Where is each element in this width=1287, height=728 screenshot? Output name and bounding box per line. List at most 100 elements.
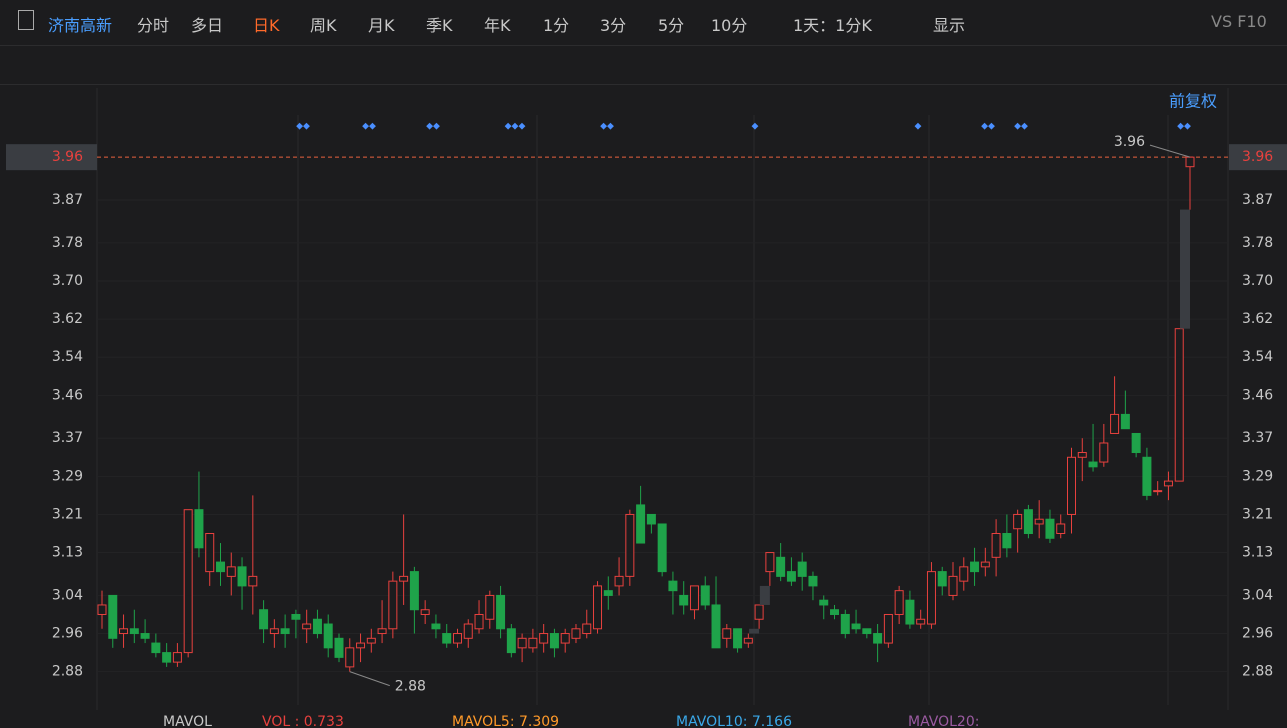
indicator: VOL : 0.733 [262,714,344,728]
y-tick-label: 3.46 [52,387,83,403]
candle-body [894,590,904,615]
candle-body [194,509,204,549]
candle-body [1153,490,1163,493]
y-tick-label-right: 3.70 [1242,273,1273,289]
tab[interactable]: 3分 [600,16,627,35]
candle-body [463,623,473,639]
y-tick-label: 3.29 [52,468,83,484]
y-tick-label: 2.88 [52,664,83,680]
y-tick-label: 3.87 [52,192,83,208]
tab[interactable]: 季K [426,16,453,35]
tab[interactable]: 年K [484,16,511,35]
candle-body [862,628,872,635]
candle-body [172,652,182,663]
period-select[interactable]: 1天：1分K [793,16,872,35]
max-leader [1149,144,1191,158]
y-tick-label: 3.21 [52,506,83,522]
candle-body [948,575,958,596]
y-tick-label: 3.04 [52,587,83,603]
candle-body [1163,480,1173,487]
min-label: 2.88 [395,679,426,695]
candle-body [1120,413,1130,430]
price-gap [749,628,760,634]
candle-body [420,609,430,615]
candle-body [743,637,753,644]
indicator: MAVOL10: 7.166 [676,714,792,728]
price-gap [759,585,770,605]
indicator: MAVOL20: [908,714,979,728]
candle-body [959,566,969,582]
candle-body [722,628,732,639]
candle-body [754,604,764,620]
candle-body [582,623,592,635]
candle-body [1088,461,1098,468]
layout-frame [96,88,1229,710]
candle-body [388,580,398,630]
candle-body [356,642,366,649]
candle-body [474,613,484,630]
candle-body [226,566,236,577]
candle-body [312,618,322,635]
y-tick-label-right: 3.78 [1242,235,1273,251]
tab[interactable]: 月K [368,16,395,35]
candle-body [668,580,678,592]
candle-body [560,633,570,644]
indicator: MAVOL [163,714,212,728]
candle-body [646,513,656,525]
tab-active[interactable]: 日K [253,16,280,35]
candle-body [140,633,150,639]
stock-name[interactable]: 济南高新 [48,16,113,35]
candle-body [776,556,786,577]
candle-body [840,613,850,635]
candle-body [1023,509,1033,535]
candle-body [797,561,807,577]
top-bar: 济南高新 分时 多日 日K 周K 月K 季K 年K 1分 3分 5分 10分 1… [0,0,1287,46]
candle-body [689,585,699,611]
candle-body [280,628,290,635]
candle-body [129,628,139,635]
y-tick-label-right: 3.46 [1242,387,1273,403]
candle-body [205,533,215,573]
y-tick-label-right: 3.29 [1242,468,1273,484]
y-tick-label: 3.37 [52,430,83,446]
vs-f10[interactable]: VS F10 [1211,12,1267,31]
candle-body [819,599,829,606]
candle-body [700,585,710,606]
svg-text:◆◆◆: ◆◆◆ [505,122,526,132]
svg-text:◆◆: ◆◆ [426,122,440,132]
candle-body [183,509,193,654]
candle-body [1034,518,1044,525]
candle-body [980,561,990,568]
indicator-row: MAVOL VOL : 0.733 MAVOL5: 7.309 MAVOL10:… [163,714,979,728]
candle-body [1131,432,1141,454]
drawing-toolbar [0,46,1287,85]
candle-body [733,628,743,649]
y-tick-label-right: 3.54 [1242,349,1273,365]
adjust-mode[interactable]: 前复权 [1169,92,1217,111]
candle-body [873,633,883,644]
tab[interactable]: 10分 [711,16,748,35]
tab[interactable]: 分时 [137,16,170,35]
tab[interactable]: 多日 [191,16,224,35]
tab[interactable]: 周K [310,16,337,35]
candle-body [1174,328,1184,482]
candle-body [603,590,613,596]
y-tick-label: 2.96 [52,626,83,642]
candle-body [496,594,506,630]
candle-body [679,594,689,606]
candle-body [119,628,129,635]
display-menu[interactable]: 显示 [933,16,966,35]
candle-body [851,623,861,630]
tab[interactable]: 1分 [543,16,570,35]
candle-body [657,523,667,573]
candle-body [970,561,980,573]
candle-body [539,633,549,644]
tab[interactable]: 5分 [658,16,685,35]
candle-body [409,571,419,611]
svg-text:◆: ◆ [915,122,922,132]
panel-toggle[interactable] [18,10,34,30]
candle-body [334,637,344,658]
candle-body [1056,523,1066,535]
